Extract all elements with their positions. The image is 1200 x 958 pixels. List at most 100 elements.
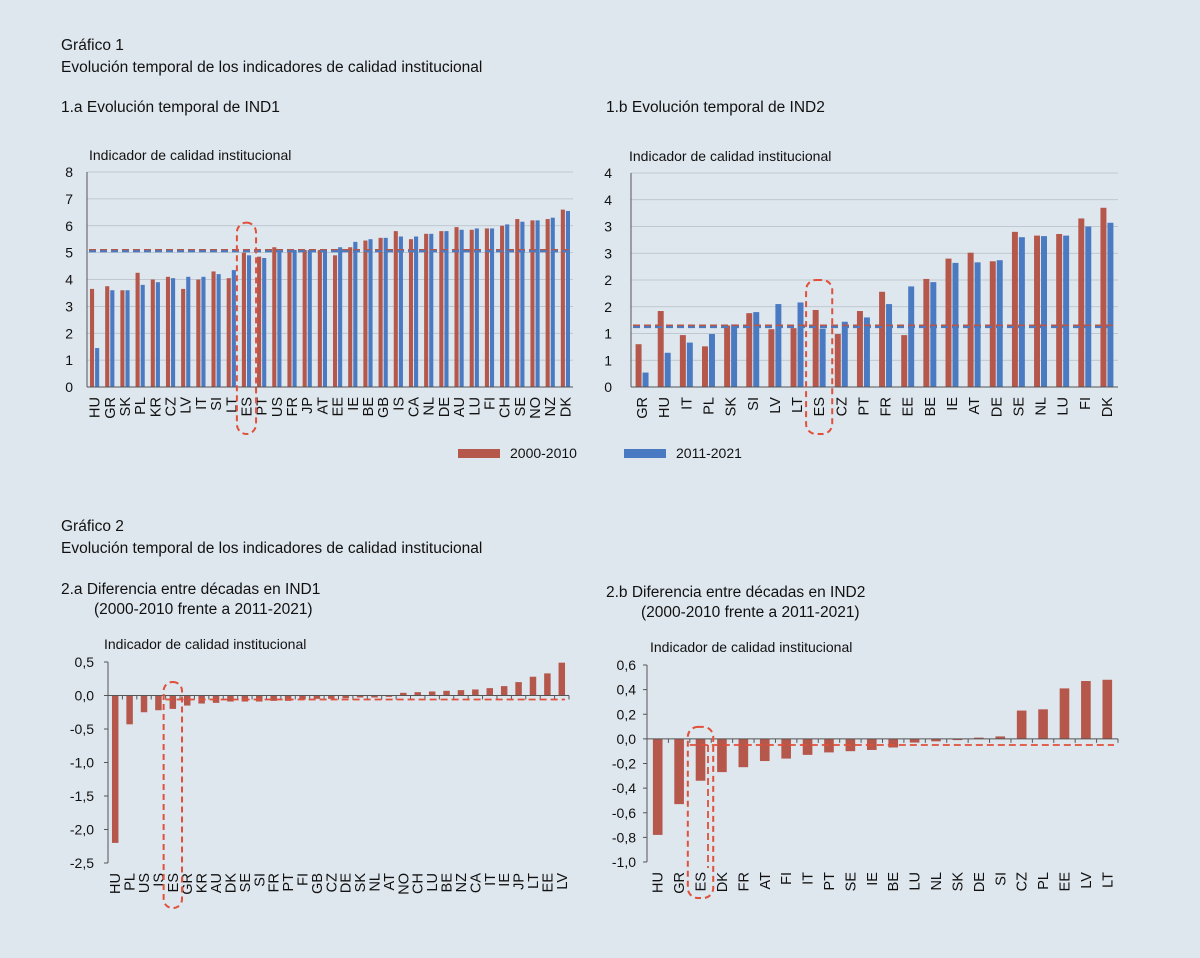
bar-diff-jp: [515, 682, 522, 696]
bar-2011-2021-de: [444, 231, 449, 387]
y-tick-label: -0,2: [612, 756, 636, 772]
legend-swatch-2000-2010: [458, 448, 500, 458]
bar-2011-2021-us: [277, 249, 282, 387]
x-tick-label: ES: [166, 873, 182, 892]
x-tick-label: LU: [467, 397, 483, 416]
x-tick-label: NZ: [543, 397, 559, 416]
bar-2011-2021-sk: [125, 290, 130, 387]
y-tick-label: 6: [65, 218, 73, 234]
x-tick-label: AT: [315, 397, 331, 415]
bar-diff-lu: [428, 691, 436, 696]
x-tick-label: PT: [822, 872, 838, 891]
y-tick-label: -2,5: [70, 855, 94, 871]
x-tick-label: EE: [1057, 872, 1073, 892]
bar-diff-be: [888, 738, 899, 748]
x-tick-label: DK: [715, 872, 731, 892]
bar-diff-ee: [1059, 688, 1070, 739]
x-tick-label: CZ: [1015, 872, 1031, 891]
x-tick-label: HU: [651, 872, 667, 893]
x-tick-label: CH: [498, 397, 514, 418]
bar-2000-2010-fi: [484, 228, 489, 387]
bar-diff-be: [443, 690, 450, 696]
y-tick-label: 2: [604, 272, 612, 288]
bar-diff-cz: [1016, 710, 1027, 739]
bar-2000-2010-gr: [635, 344, 642, 387]
y-tick-label: 1: [604, 352, 612, 368]
bar-2000-2010-nz: [545, 219, 550, 387]
x-tick-label: EE: [901, 397, 917, 417]
chart-2b-subtitle: (2000-2010 frente a 2011-2021): [641, 604, 860, 621]
x-tick-label: SK: [950, 872, 966, 892]
y-tick-label: 3: [604, 219, 612, 235]
y-axis-title: Indicador de calidad institucional: [104, 636, 306, 652]
x-tick-label: GR: [103, 397, 119, 419]
chart-c1a: Indicador de calidad institucional 0 1 2 3 4 5…: [65, 147, 574, 435]
fig2-title: Evolución temporal de los indicadores de…: [61, 540, 483, 557]
y-tick-label: 0,0: [75, 688, 95, 704]
bar-2011-2021-at: [322, 249, 328, 387]
bar-diff-pt: [824, 738, 834, 753]
highlight-es: [805, 278, 834, 435]
bar-diff-at: [759, 738, 770, 762]
x-tick-label: IT: [194, 397, 210, 410]
bar-2011-2021-nl: [429, 233, 434, 387]
bar-2000-2010-lt: [790, 328, 797, 387]
bar-diff-gb: [313, 695, 321, 699]
x-tick-label: KR: [148, 397, 164, 417]
bar-diff-lv: [1081, 681, 1091, 739]
x-tick-label: FI: [295, 873, 311, 886]
x-tick-label: LV: [1079, 872, 1095, 889]
y-axis-title: Indicador de calidad institucional: [650, 639, 852, 655]
bar-2011-2021-jp: [307, 249, 312, 387]
bar-2000-2010-sk: [724, 325, 731, 387]
bar-2000-2010-pl: [135, 272, 140, 387]
bar-2011-2021-sk: [731, 324, 738, 387]
bar-2000-2010-lv: [768, 329, 775, 387]
bar-2011-2021-fr: [886, 304, 893, 387]
fig1-label: Gráfico 1: [61, 37, 124, 54]
chart-c2a: Indicador de calidad institucional -2,5 -2…: [70, 636, 571, 909]
x-tick-label: KR: [195, 873, 211, 893]
bar-diff-is: [155, 695, 162, 711]
bar-2011-2021-gr: [110, 290, 115, 387]
bar-2011-2021-lu: [1063, 235, 1070, 387]
highlight-es: [162, 681, 184, 909]
bar-2011-2021-dk: [565, 210, 571, 387]
x-tick-label: EE: [540, 873, 556, 893]
bar-2011-2021-pl: [140, 284, 145, 387]
x-tick-label: AT: [967, 397, 983, 415]
bar-diff-it: [802, 738, 813, 755]
bar-2000-2010-fi: [1078, 218, 1085, 387]
bar-2000-2010-ee: [901, 335, 908, 387]
x-tick-label: BE: [923, 397, 939, 417]
bar-diff-dk: [717, 738, 727, 773]
chart-2a-title: 2.a Diferencia entre décadas en IND1: [61, 581, 321, 598]
x-tick-label: IT: [483, 873, 499, 886]
bar-diff-si: [256, 695, 263, 702]
x-tick-label: LT: [790, 397, 806, 413]
y-tick-label: 0: [65, 379, 73, 395]
bar-diff-es: [169, 695, 177, 709]
bar-2011-2021-lt: [231, 270, 236, 387]
bar-diff-hu: [652, 738, 663, 835]
bar-2011-2021-ee: [908, 286, 915, 387]
bar-2000-2010-lu: [1056, 233, 1063, 387]
bar-2011-2021-si: [216, 274, 221, 387]
x-tick-label: ES: [694, 872, 710, 891]
chart-1b-title: 1.b Evolución temporal de IND2: [606, 99, 825, 116]
x-tick-label: CZ: [324, 873, 340, 892]
bar-diff-sk: [952, 738, 963, 741]
bar-diff-pt: [284, 695, 292, 701]
y-tick-label: 0,5: [75, 654, 95, 670]
x-tick-label: US: [270, 397, 286, 417]
chart-2a-subtitle: (2000-2010 frente a 2011-2021): [94, 601, 313, 618]
y-tick-label: -2,0: [70, 822, 94, 838]
x-tick-label: NO: [528, 397, 544, 419]
x-tick-label: PL: [123, 873, 139, 891]
x-tick-label: DE: [339, 873, 355, 893]
bar-diff-no: [400, 692, 407, 696]
bar-2011-2021-kr: [155, 282, 160, 387]
bar-diff-cz: [328, 695, 335, 699]
bar-2011-2021-ee: [338, 247, 343, 387]
x-tick-label: PL: [133, 397, 149, 415]
